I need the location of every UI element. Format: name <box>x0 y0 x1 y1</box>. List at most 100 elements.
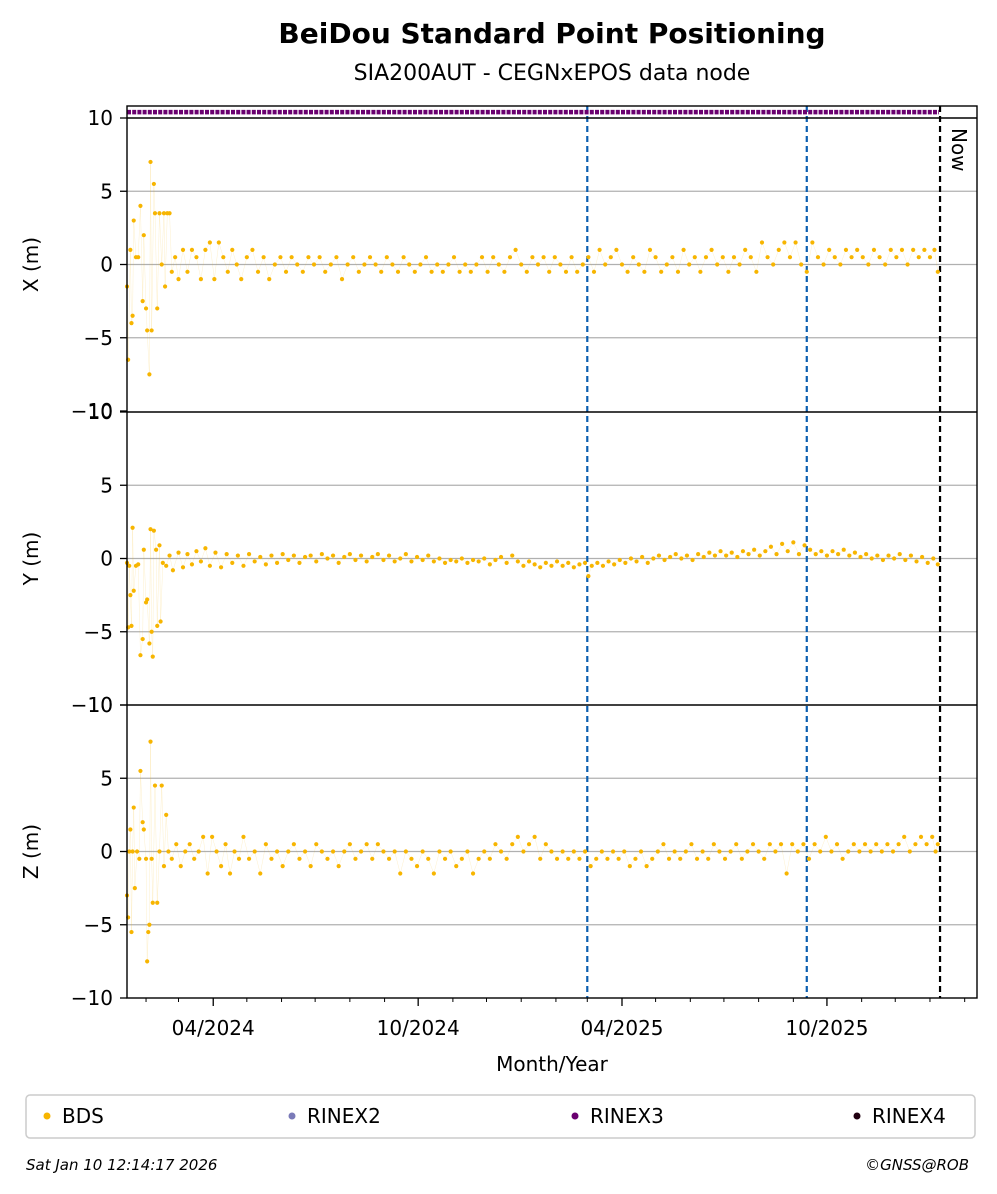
bds-trace-segment <box>683 249 690 265</box>
bds-point <box>614 247 619 252</box>
bds-point <box>255 269 261 274</box>
bds-point <box>459 856 464 861</box>
footer-timestamp: Sat Jan 10 12:14:17 2026 <box>26 1156 217 1174</box>
bds-trace-segment <box>143 549 147 603</box>
bds-point <box>339 277 345 282</box>
bds-point <box>353 856 358 861</box>
bds-point <box>877 255 882 260</box>
bds-point <box>161 211 167 216</box>
bds-point <box>656 553 662 558</box>
bds-point <box>694 856 700 861</box>
bds-point <box>846 849 851 854</box>
bds-trace-segment <box>366 844 373 859</box>
bds-point <box>729 550 734 555</box>
bds-point <box>146 929 151 935</box>
bds-point <box>224 552 229 557</box>
bds-trace-segment <box>812 242 819 258</box>
bds-trace-segment <box>540 844 547 859</box>
bds-point <box>927 255 933 260</box>
bds-point <box>651 556 656 561</box>
bds-point <box>194 255 199 260</box>
bds-point <box>431 559 436 564</box>
bds-point <box>757 553 762 558</box>
bds-point <box>510 842 515 847</box>
bds-point <box>129 321 134 326</box>
chart-title: BeiDou Standard Point Positioning <box>278 17 825 50</box>
bds-trace-segment <box>584 562 589 577</box>
bds-trace-segment <box>151 183 155 331</box>
bds-point <box>141 827 146 832</box>
bds-point <box>532 562 537 567</box>
bds-trace-segment <box>265 844 272 859</box>
bds-point <box>474 262 479 267</box>
bds-trace-segment <box>225 844 231 874</box>
bds-point <box>437 556 442 561</box>
bds-point <box>681 247 686 252</box>
bds-trace-segment <box>198 836 204 852</box>
bds-point <box>885 842 890 847</box>
bds-point <box>631 255 636 260</box>
y-tick-label: −10 <box>71 693 113 717</box>
bds-point <box>634 559 639 564</box>
bds-point <box>622 849 627 854</box>
bds-point <box>558 262 563 267</box>
bds-point <box>821 262 826 267</box>
bds-point <box>768 544 774 549</box>
bds-point <box>560 563 565 568</box>
bds-point <box>653 255 658 260</box>
bds-point <box>745 849 750 854</box>
bds-point <box>297 560 302 565</box>
bds-point <box>398 556 403 561</box>
bds-point <box>431 871 436 876</box>
bds-trace-segment <box>209 242 215 280</box>
bds-point <box>381 849 386 854</box>
bds-point <box>493 557 498 563</box>
bds-point <box>138 653 143 658</box>
bds-point <box>420 557 425 563</box>
bds-point <box>423 255 429 260</box>
bds-point <box>911 247 916 252</box>
bds-trace-segment <box>209 552 216 566</box>
bds-point <box>902 834 907 839</box>
grid-layer <box>127 190 977 926</box>
bds-point <box>148 739 153 744</box>
legend-marker <box>43 1112 51 1120</box>
bds-point <box>128 247 133 252</box>
bds-trace-segment <box>257 257 264 272</box>
bds-point <box>308 553 313 558</box>
bds-trace-segment <box>624 851 631 867</box>
bds-trace-segment <box>149 161 151 375</box>
bds-point <box>815 255 821 260</box>
bds-point <box>780 541 785 546</box>
bds-point <box>791 540 796 545</box>
bds-trace-segment <box>152 785 156 903</box>
y-tick-label: 5 <box>100 766 113 790</box>
bds-trace-segment <box>161 213 165 265</box>
bds-trace-segment <box>241 257 248 280</box>
y-tick-label: 0 <box>100 840 113 864</box>
x-tick-label: 10/2024 <box>377 1016 460 1040</box>
bds-trace-segment <box>453 257 460 272</box>
bds-point <box>543 842 548 847</box>
bds-point <box>571 565 576 570</box>
y-tick-label: −10 <box>71 986 113 1010</box>
bds-trace-segment <box>901 249 908 265</box>
bds-point <box>147 922 152 927</box>
bds-point <box>375 842 380 847</box>
bds-point <box>379 269 384 274</box>
bds-point <box>547 269 552 274</box>
y-tick-label: 5 <box>100 473 113 497</box>
bds-point <box>373 262 378 267</box>
bds-point <box>401 255 406 260</box>
bds-point <box>605 856 610 861</box>
bds-point <box>353 557 358 563</box>
bds-trace-segment <box>154 213 158 309</box>
bds-point <box>880 557 886 563</box>
bds-point <box>763 549 768 554</box>
bds-point <box>140 636 145 642</box>
bds-trace-segment <box>789 242 796 258</box>
bds-point <box>149 629 154 634</box>
bds-point <box>269 553 274 558</box>
bds-point <box>334 255 339 260</box>
bds-point <box>370 856 375 861</box>
